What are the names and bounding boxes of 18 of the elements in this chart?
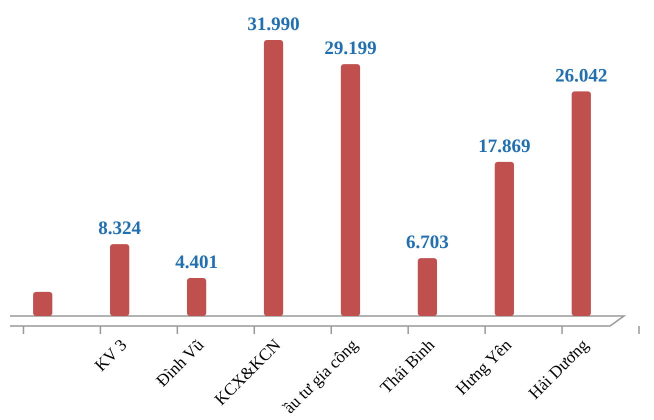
bar [494,162,514,316]
x-tick-label: Đình Vũ [152,335,208,390]
x-tick-label: Thái Bình [376,335,439,398]
bar [186,278,206,316]
bar [572,91,591,316]
bar [110,244,130,316]
data-label: 4.401 [175,252,218,274]
x-tick-label: KV 3 [90,335,130,375]
data-label: 6.703 [406,232,449,254]
data-label: 17.869 [478,136,530,157]
data-label: 29.199 [324,38,377,60]
data-label: 31.990 [247,14,300,35]
data-label: 8.324 [98,218,142,240]
bar [264,40,284,316]
bar [33,292,52,316]
data-label: 26.042 [555,65,608,86]
bar [340,64,360,316]
bar [418,258,438,316]
